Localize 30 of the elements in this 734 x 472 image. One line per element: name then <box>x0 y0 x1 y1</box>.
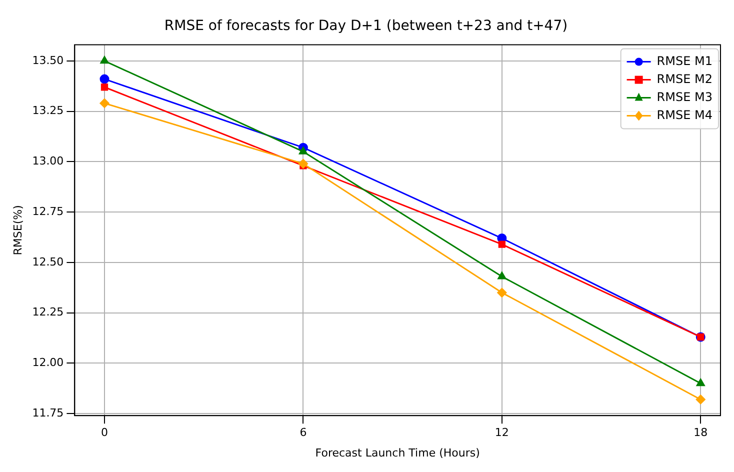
x-tick-label: 0 <box>100 426 108 440</box>
point <box>696 394 706 404</box>
legend-label: RMSE M1 <box>656 54 713 68</box>
point <box>696 378 705 386</box>
point <box>100 74 110 84</box>
y-axis-title: RMSE(%) <box>11 205 24 256</box>
y-tick-label: 11.75 <box>32 406 64 420</box>
x-axis-title: Forecast Launch Time (Hours) <box>315 446 480 460</box>
point <box>498 272 506 280</box>
legend-label: RMSE M2 <box>656 72 713 86</box>
y-tick-label: 12.00 <box>32 356 64 370</box>
point <box>100 98 110 108</box>
x-tick-label: 18 <box>694 426 708 440</box>
y-tick-label: 12.50 <box>32 255 64 268</box>
y-tick-label: 13.50 <box>32 54 64 67</box>
y-tick-label: 13.00 <box>32 154 64 168</box>
point <box>298 158 308 168</box>
chart-title: RMSE of forecasts for Day D+1 (between t+23 and t+47) <box>164 18 568 34</box>
point <box>298 146 308 154</box>
point <box>100 56 109 64</box>
legend-label: RMSE M3 <box>656 90 713 104</box>
y-tick-label: 13.25 <box>32 104 64 118</box>
x-tick-label: 6 <box>300 426 307 440</box>
point <box>100 84 108 91</box>
point <box>498 240 506 248</box>
y-tick-label: 12.25 <box>32 306 64 319</box>
x-tick-label: 12 <box>494 426 509 440</box>
point <box>497 288 507 298</box>
legend-label: RMSE M4 <box>656 108 713 122</box>
y-tick-label: 12.75 <box>32 204 64 218</box>
